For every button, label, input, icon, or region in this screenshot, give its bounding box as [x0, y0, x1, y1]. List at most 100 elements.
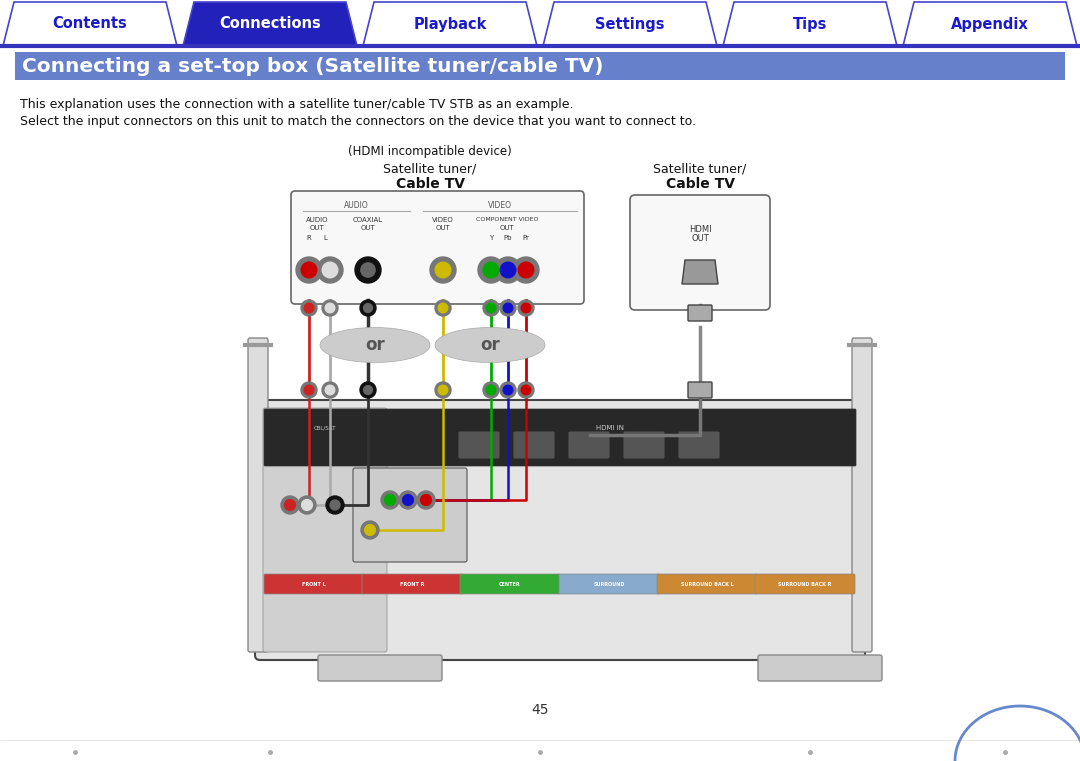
Circle shape	[322, 300, 338, 316]
FancyBboxPatch shape	[755, 574, 855, 594]
Circle shape	[384, 495, 395, 505]
Text: (HDMI incompatible device): (HDMI incompatible device)	[348, 145, 512, 158]
Text: COAXIAL: COAXIAL	[353, 217, 383, 223]
Circle shape	[281, 496, 299, 514]
FancyBboxPatch shape	[460, 574, 561, 594]
Circle shape	[503, 385, 513, 395]
Polygon shape	[183, 2, 357, 46]
Circle shape	[364, 304, 373, 313]
Text: Cable TV: Cable TV	[665, 177, 734, 191]
FancyBboxPatch shape	[291, 191, 584, 304]
FancyBboxPatch shape	[264, 574, 364, 594]
Text: OUT: OUT	[500, 225, 514, 231]
Text: SURROUND BACK L: SURROUND BACK L	[680, 581, 733, 587]
Text: AUDIO: AUDIO	[345, 201, 369, 210]
Circle shape	[435, 263, 450, 278]
Circle shape	[360, 382, 376, 398]
Polygon shape	[363, 2, 537, 46]
Circle shape	[285, 500, 296, 511]
Text: Connections: Connections	[219, 17, 321, 31]
FancyBboxPatch shape	[255, 400, 865, 660]
Circle shape	[399, 491, 417, 509]
FancyBboxPatch shape	[362, 574, 462, 594]
Text: Tips: Tips	[793, 17, 827, 31]
Circle shape	[500, 263, 516, 278]
Text: R: R	[307, 235, 311, 241]
Circle shape	[355, 257, 381, 283]
Circle shape	[513, 257, 539, 283]
Circle shape	[486, 385, 496, 395]
Circle shape	[330, 500, 340, 510]
Circle shape	[301, 300, 318, 316]
Circle shape	[503, 303, 513, 313]
FancyBboxPatch shape	[630, 195, 770, 310]
Circle shape	[417, 491, 435, 509]
Text: Cable TV: Cable TV	[395, 177, 464, 191]
Circle shape	[301, 500, 312, 511]
Text: Contents: Contents	[53, 17, 127, 31]
Circle shape	[435, 300, 451, 316]
Circle shape	[322, 263, 338, 278]
FancyBboxPatch shape	[264, 408, 387, 652]
Circle shape	[500, 382, 516, 398]
Circle shape	[500, 300, 516, 316]
Circle shape	[301, 382, 318, 398]
Circle shape	[403, 495, 414, 505]
Circle shape	[420, 495, 431, 505]
Circle shape	[522, 303, 530, 313]
Text: AUDIO: AUDIO	[306, 217, 328, 223]
Text: Appendix: Appendix	[951, 17, 1029, 31]
Text: SURROUND BACK R: SURROUND BACK R	[779, 581, 832, 587]
FancyBboxPatch shape	[264, 409, 856, 466]
FancyBboxPatch shape	[459, 432, 499, 458]
Text: OUT: OUT	[435, 225, 450, 231]
Circle shape	[361, 263, 375, 277]
FancyBboxPatch shape	[353, 468, 467, 562]
Circle shape	[483, 263, 499, 278]
Text: FRONT L: FRONT L	[302, 581, 326, 587]
FancyBboxPatch shape	[758, 655, 882, 681]
Text: Y: Y	[489, 235, 494, 241]
Text: COMPONENT VIDEO: COMPONENT VIDEO	[476, 217, 538, 222]
Circle shape	[438, 385, 448, 395]
Text: HDMI: HDMI	[689, 225, 712, 234]
Polygon shape	[903, 2, 1077, 46]
Circle shape	[364, 386, 373, 394]
FancyBboxPatch shape	[248, 338, 268, 652]
Circle shape	[305, 385, 314, 395]
FancyBboxPatch shape	[657, 574, 757, 594]
Circle shape	[522, 385, 530, 395]
FancyBboxPatch shape	[514, 432, 554, 458]
Circle shape	[483, 300, 499, 316]
Polygon shape	[681, 260, 718, 284]
Text: VIDEO: VIDEO	[432, 217, 454, 223]
Text: Select the input connectors on this unit to match the connectors on the device t: Select the input connectors on this unit…	[21, 115, 696, 128]
Circle shape	[438, 303, 448, 313]
Text: or: or	[481, 336, 500, 354]
Circle shape	[322, 382, 338, 398]
Ellipse shape	[320, 327, 430, 362]
Circle shape	[325, 385, 335, 395]
Circle shape	[298, 496, 316, 514]
Circle shape	[318, 257, 343, 283]
Circle shape	[325, 303, 335, 313]
Text: 45: 45	[531, 703, 549, 717]
Text: Playback: Playback	[414, 17, 487, 31]
Circle shape	[361, 521, 379, 539]
FancyBboxPatch shape	[688, 305, 712, 321]
Text: HDMI IN: HDMI IN	[596, 425, 624, 431]
Text: Pr: Pr	[523, 235, 529, 241]
Circle shape	[365, 524, 376, 536]
Circle shape	[478, 257, 504, 283]
Circle shape	[435, 382, 451, 398]
Polygon shape	[543, 2, 717, 46]
FancyBboxPatch shape	[15, 52, 1065, 80]
Circle shape	[483, 382, 499, 398]
FancyBboxPatch shape	[559, 574, 659, 594]
Text: VIDEO: VIDEO	[488, 201, 512, 210]
Circle shape	[301, 263, 316, 278]
FancyBboxPatch shape	[679, 432, 719, 458]
Text: or: or	[365, 336, 384, 354]
Circle shape	[430, 257, 456, 283]
Text: SURROUND: SURROUND	[593, 581, 624, 587]
